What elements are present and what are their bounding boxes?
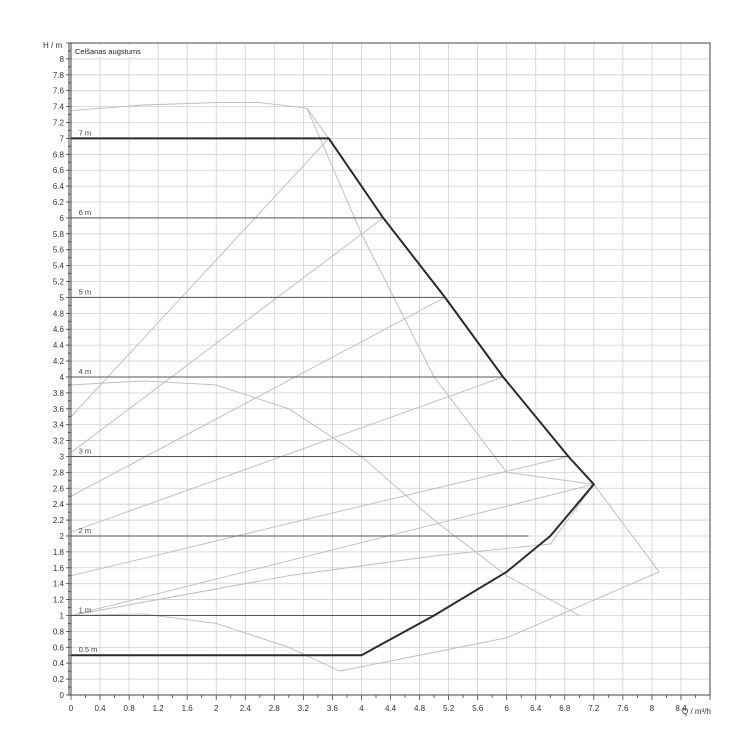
y-tick-label: 2 bbox=[60, 532, 65, 541]
x-tick-label: 0.8 bbox=[124, 704, 136, 713]
x-tick-label: 2.4 bbox=[240, 704, 252, 713]
x-tick-label: 3.2 bbox=[298, 704, 310, 713]
x-tick-label: 5.2 bbox=[443, 704, 455, 713]
x-tick-label: 4.8 bbox=[414, 704, 426, 713]
x-tick-label: 0 bbox=[69, 704, 74, 713]
series-label: 1 m bbox=[79, 605, 92, 614]
y-tick-label: 4.4 bbox=[53, 341, 65, 350]
y-tick-label: 0.4 bbox=[53, 659, 65, 668]
x-tick-label: 7.6 bbox=[617, 704, 629, 713]
y-tick-label: 2.6 bbox=[53, 484, 65, 493]
x-tick-label: 4.4 bbox=[385, 704, 397, 713]
guide-line bbox=[70, 484, 595, 616]
y-tick-label: 1.4 bbox=[53, 580, 65, 589]
y-tick-label: 6 bbox=[60, 214, 65, 223]
chart-title-bg bbox=[72, 45, 152, 57]
operating-envelope bbox=[71, 137, 595, 657]
guide-line bbox=[70, 217, 384, 453]
chart-title: Celšanas augstums bbox=[75, 47, 141, 56]
y-tick-label: 6.6 bbox=[53, 166, 65, 175]
guide-line bbox=[70, 376, 504, 533]
y-axis-title: H / m bbox=[43, 41, 62, 50]
y-tick-label: 2.2 bbox=[53, 516, 65, 525]
y-tick-label: 7.4 bbox=[53, 103, 65, 112]
series-label: 3 m bbox=[79, 446, 92, 455]
x-tick-label: 4 bbox=[359, 704, 364, 713]
y-tick-label: 1 bbox=[60, 611, 65, 620]
x-tick-label: 8.4 bbox=[675, 704, 687, 713]
y-tick-label: 3.2 bbox=[53, 437, 65, 446]
guide-line bbox=[70, 297, 446, 497]
x-tick-label: 2 bbox=[214, 704, 219, 713]
y-tick-label: 7.6 bbox=[53, 87, 65, 96]
x-tick-label: 5.6 bbox=[472, 704, 484, 713]
x-tick-label: 0.4 bbox=[94, 704, 106, 713]
x-tick-label: 6 bbox=[504, 704, 509, 713]
y-tick-label: 1.2 bbox=[53, 596, 65, 605]
y-tick-label: 1.8 bbox=[53, 548, 65, 557]
x-tick-label: 1.6 bbox=[182, 704, 194, 713]
y-tick-label: 0 bbox=[60, 691, 65, 700]
y-tick-label: 7.8 bbox=[53, 71, 65, 80]
curve-labels: 7 m 6 m 5 m 4 m 3 m 2 m 1 m 0.5 m bbox=[79, 128, 98, 654]
series-label: 6 m bbox=[79, 208, 92, 217]
y-tick-label: 6.4 bbox=[53, 182, 65, 191]
series-label: 0.5 m bbox=[79, 645, 98, 654]
x-tick-label: 7.2 bbox=[588, 704, 600, 713]
y-tick-label: 5.8 bbox=[53, 230, 65, 239]
y-tick-label: 6.2 bbox=[53, 198, 65, 207]
series-label: 4 m bbox=[79, 367, 92, 376]
guide-line bbox=[70, 138, 330, 418]
y-tick-label: 8 bbox=[60, 55, 65, 64]
guide-line bbox=[306, 108, 660, 573]
grid bbox=[71, 43, 711, 695]
x-tick-label: 2.8 bbox=[269, 704, 281, 713]
x-tick-label: 8 bbox=[650, 704, 655, 713]
y-tick-label: 3.6 bbox=[53, 405, 65, 414]
y-tick-label: 4.8 bbox=[53, 309, 65, 318]
envelope-line bbox=[71, 137, 595, 657]
guide-lines bbox=[70, 102, 660, 672]
x-tick-label: 6.4 bbox=[530, 704, 542, 713]
series-label: 2 m bbox=[79, 526, 92, 535]
y-tick-label: 5.4 bbox=[53, 262, 65, 271]
y-tick-label: 0.2 bbox=[53, 675, 65, 684]
y-tick-label: 6.8 bbox=[53, 150, 65, 159]
y-tick-label: 5.2 bbox=[53, 278, 65, 287]
x-tick-label: 1.2 bbox=[153, 704, 165, 713]
y-tick-label: 2.4 bbox=[53, 500, 65, 509]
guide-line bbox=[339, 571, 660, 672]
plot-frame bbox=[68, 42, 711, 696]
y-tick-label: 3.4 bbox=[53, 421, 65, 430]
x-tick-label: 3.6 bbox=[327, 704, 339, 713]
y-tick-label: 0.6 bbox=[53, 643, 65, 652]
guide-line bbox=[70, 380, 580, 616]
guide-line bbox=[70, 456, 569, 577]
x-axis-title: Q / m³/h bbox=[682, 707, 711, 716]
guide-line bbox=[70, 102, 330, 139]
y-tick-label: 0.8 bbox=[53, 627, 65, 636]
y-tick-label: 2.8 bbox=[53, 468, 65, 477]
y-tick-label: 5.6 bbox=[53, 246, 65, 255]
guide-line bbox=[70, 483, 594, 616]
y-tick-label: 3 bbox=[60, 452, 65, 461]
series-label: 5 m bbox=[79, 287, 92, 296]
y-tick-label: 7 bbox=[60, 134, 65, 143]
x-tick-label: 6.8 bbox=[559, 704, 571, 713]
y-tick-label: 4.6 bbox=[53, 325, 65, 334]
y-tick-label: 4 bbox=[60, 373, 65, 382]
y-tick-label: 5 bbox=[60, 293, 65, 302]
series-label: 7 m bbox=[79, 128, 92, 137]
y-tick-label: 4.2 bbox=[53, 357, 65, 366]
y-tick-label: 3.8 bbox=[53, 389, 65, 398]
y-tick-label: 7.2 bbox=[53, 119, 65, 128]
y-tick-label: 1.6 bbox=[53, 564, 65, 573]
